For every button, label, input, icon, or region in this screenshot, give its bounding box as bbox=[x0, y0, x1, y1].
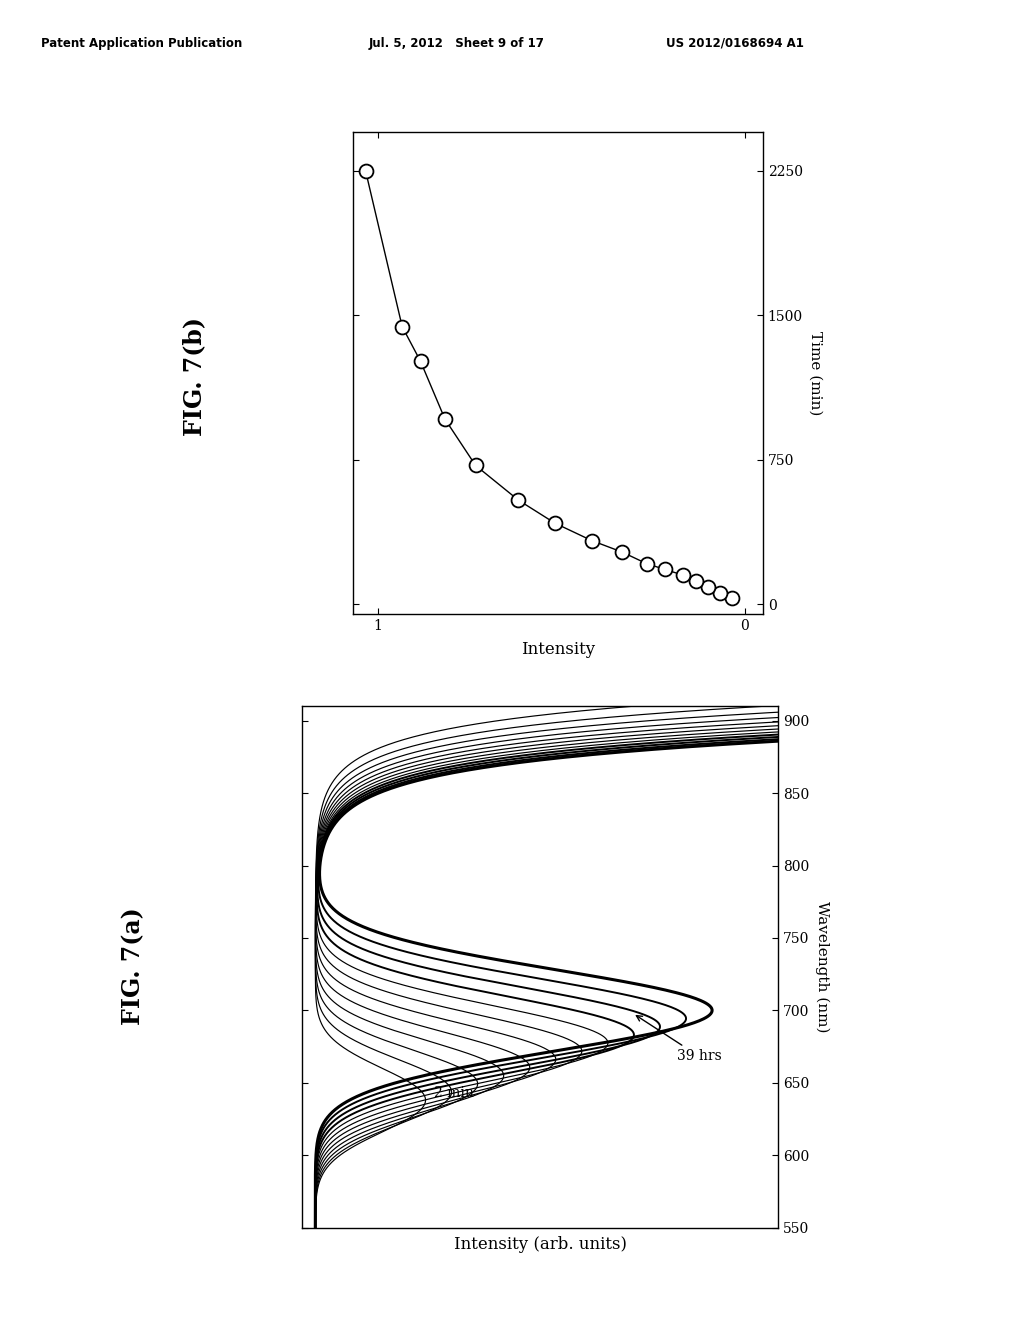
Text: US 2012/0168694 A1: US 2012/0168694 A1 bbox=[666, 37, 804, 50]
Text: Jul. 5, 2012   Sheet 9 of 17: Jul. 5, 2012 Sheet 9 of 17 bbox=[369, 37, 545, 50]
Text: 39 hrs: 39 hrs bbox=[636, 1015, 722, 1064]
Text: FIG. 7(a): FIG. 7(a) bbox=[121, 907, 145, 1026]
Text: Patent Application Publication: Patent Application Publication bbox=[41, 37, 243, 50]
X-axis label: Intensity: Intensity bbox=[521, 642, 595, 657]
X-axis label: Intensity (arb. units): Intensity (arb. units) bbox=[454, 1236, 627, 1253]
Text: 2 min: 2 min bbox=[434, 1086, 474, 1100]
Text: FIG. 7(b): FIG. 7(b) bbox=[182, 317, 207, 436]
Y-axis label: Time (min): Time (min) bbox=[808, 331, 822, 414]
Y-axis label: Wavelength (nm): Wavelength (nm) bbox=[814, 902, 828, 1032]
